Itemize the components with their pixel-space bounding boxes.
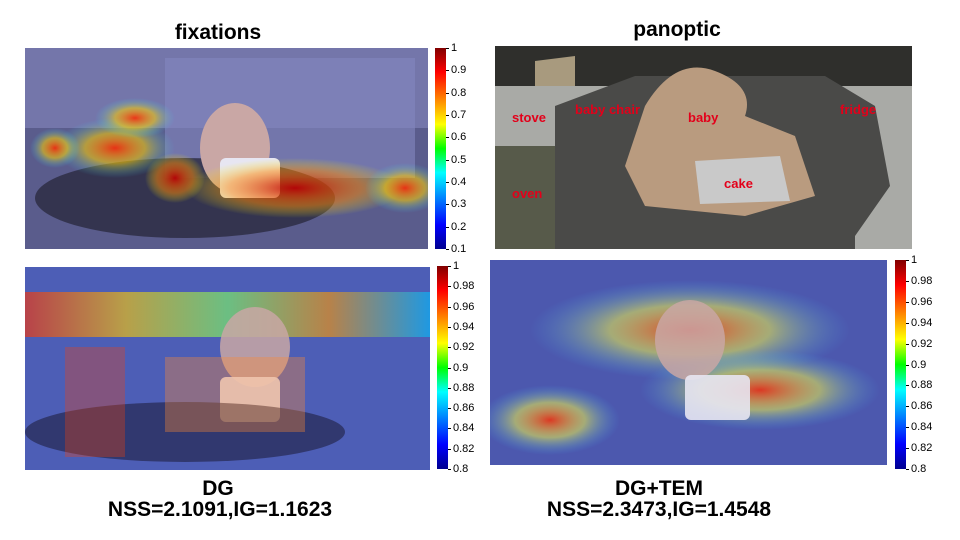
colorbar-tick-label: 1 — [911, 254, 918, 266]
colorbar-tick-label: 0.88 — [911, 379, 933, 392]
left-model-name: DG — [202, 477, 234, 500]
label-oven: oven — [512, 186, 543, 201]
colorbar-tick-label: 0.82 — [453, 442, 475, 455]
colorbar-tick-label: 0.5 — [451, 153, 467, 166]
dg-prediction-panel — [25, 267, 430, 470]
label-baby: baby — [688, 110, 719, 125]
colorbar-tick-label: 0.86 — [911, 400, 933, 413]
colorbar-tickmark — [446, 204, 449, 206]
colorbar-tick-label: 0.9 — [453, 361, 469, 374]
colorbar-tickmark — [446, 115, 449, 116]
colorbar-tick-label: 0.86 — [453, 402, 475, 415]
colorbar-tickmark — [446, 226, 449, 228]
colorbar-tickmark — [448, 286, 451, 288]
label-cake: cake — [724, 176, 753, 191]
colorbar-tickmark — [446, 182, 449, 183]
fixations-heatmap-panel — [25, 48, 428, 249]
colorbar-tickmark — [906, 469, 909, 470]
colorbar-tickmark — [906, 385, 909, 387]
colorbar-top — [435, 48, 446, 249]
colorbar-tick-label: 0.8 — [911, 463, 927, 475]
colorbar-tickmark — [906, 406, 909, 408]
colorbar-bottom-right — [895, 260, 906, 469]
colorbar-tick-label: 0.6 — [451, 131, 467, 144]
colorbar-tick-label: 0.92 — [911, 337, 933, 350]
colorbar-tick-label: 0.8 — [453, 463, 469, 475]
colorbar-tick-label: 0.94 — [453, 320, 475, 333]
colorbar-tick-label: 0.94 — [911, 316, 933, 329]
colorbar-tickmark — [448, 387, 451, 389]
fixations-title: fixations — [174, 21, 262, 44]
dg-prediction-image — [25, 267, 430, 470]
colorbar-tickmark — [906, 427, 909, 429]
colorbar-tickmark — [448, 306, 451, 308]
colorbar-tick-label: 0.84 — [911, 421, 933, 434]
colorbar-tick-label: 0.4 — [451, 176, 467, 188]
colorbar-tickmark — [448, 448, 451, 450]
left-metrics: NSS=2.1091,IG=1.1623 — [107, 498, 333, 521]
colorbar-tickmark — [446, 48, 449, 49]
colorbar-tick-label: 1 — [451, 42, 458, 54]
colorbar-tickmark — [906, 322, 909, 324]
colorbar-tick-label: 0.8 — [451, 86, 467, 99]
colorbar-tick-label: 0.82 — [911, 442, 933, 455]
colorbar-tickmark — [906, 343, 909, 345]
colorbar-tick-label: 0.1 — [451, 243, 467, 255]
colorbar-tickmark — [446, 92, 449, 94]
panoptic-title: panoptic — [633, 18, 721, 41]
colorbar-tick-label: 0.92 — [453, 341, 475, 354]
colorbar-tickmark — [448, 266, 451, 267]
panoptic-segmentation-panel: stove baby chair baby fridge oven cake — [495, 46, 912, 249]
colorbar-tick-label: 0.96 — [911, 295, 933, 308]
colorbar-bottom-left — [437, 266, 448, 469]
colorbar-tickmark — [906, 448, 909, 450]
fixations-heatmap-image — [25, 48, 428, 249]
colorbar-tick-label: 0.88 — [453, 381, 475, 394]
colorbar-tickmark — [448, 408, 451, 410]
colorbar-tick-label: 1 — [453, 260, 460, 272]
label-stove: stove — [512, 110, 546, 125]
colorbar-tick-label: 0.98 — [453, 280, 475, 293]
dg-tem-prediction-image — [490, 260, 887, 465]
colorbar-tickmark — [448, 428, 451, 430]
colorbar-tickmark — [906, 260, 909, 261]
dg-tem-prediction-panel — [490, 260, 887, 465]
colorbar-tickmark — [906, 280, 909, 282]
colorbar-tickmark — [446, 70, 449, 72]
panoptic-segmentation-image — [495, 46, 912, 249]
colorbar-tickmark — [446, 137, 449, 139]
colorbar-tick-label: 0.3 — [451, 198, 467, 211]
colorbar-tickmark — [448, 326, 451, 328]
colorbar-tickmark — [448, 469, 451, 470]
right-metrics: NSS=2.3473,IG=1.4548 — [546, 498, 772, 521]
right-model-name: DG+TEM — [614, 477, 704, 500]
colorbar-tickmark — [906, 364, 909, 366]
colorbar-tick-label: 0.96 — [453, 300, 475, 313]
colorbar-tickmark — [446, 159, 449, 161]
colorbar-tick-label: 0.84 — [453, 422, 475, 435]
colorbar-tickmark — [448, 367, 451, 369]
colorbar-tickmark — [446, 249, 449, 250]
colorbar-tickmark — [448, 347, 451, 349]
colorbar-tick-label: 0.98 — [911, 274, 933, 287]
colorbar-tick-label: 0.9 — [911, 358, 927, 371]
label-fridge: fridge — [840, 102, 877, 117]
colorbar-tickmark — [906, 301, 909, 303]
colorbar-tick-label: 0.7 — [451, 109, 467, 121]
colorbar-tick-label: 0.9 — [451, 64, 467, 77]
label-baby-chair: baby chair — [575, 102, 641, 117]
colorbar-tick-label: 0.2 — [451, 220, 467, 233]
